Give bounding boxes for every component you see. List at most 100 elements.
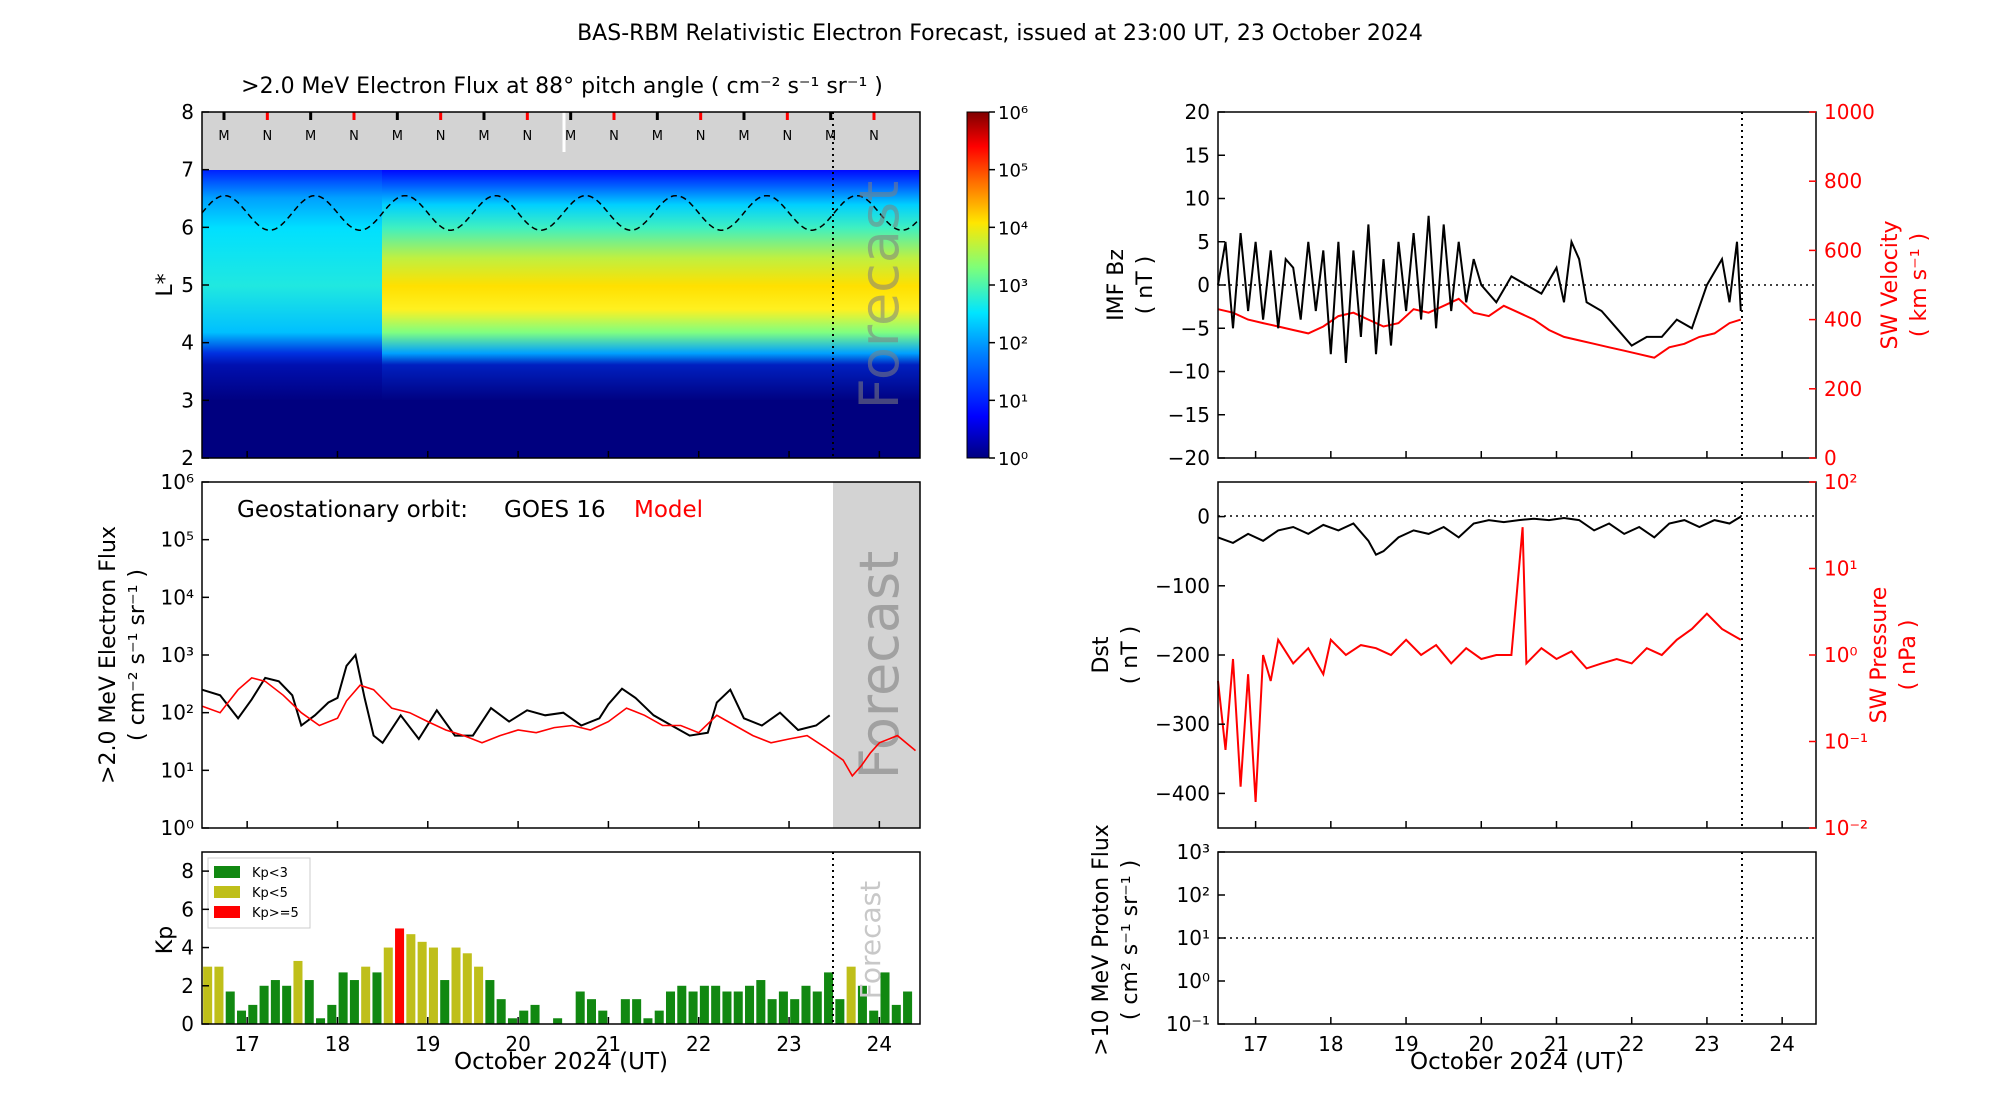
kp-bar — [293, 960, 303, 1024]
imf-bz-series — [1217, 215, 1742, 363]
kp-bar — [801, 985, 811, 1024]
proton-y-ticks: 10⁻¹ 10⁰ 10¹ 10² 10³ — [1166, 840, 1225, 1036]
pressure-right-y-ticks: 10⁻² 10⁻¹ 10⁰ 10¹ 10² — [1809, 470, 1868, 840]
heatmap-ylabel: L* — [153, 273, 178, 296]
orbit-marker-label: N — [349, 129, 359, 144]
dst-ylabel-units: ( nT ) — [1118, 626, 1143, 685]
kp-bar — [643, 1018, 653, 1024]
imf-x-ticks — [1254, 451, 1783, 458]
imf-right-y-ticks: 0 200 400 600 800 1000 — [1809, 100, 1875, 470]
kp-bar — [349, 980, 359, 1024]
geo-flux-ylabel-units: ( cm⁻² s⁻¹ sr⁻¹ ) — [125, 569, 150, 741]
pressure-y-tick-label: 10⁰ — [1824, 643, 1857, 667]
imf-y-tick-label: 15 — [1185, 143, 1210, 167]
dst-left-y-ticks: −400 −300 −200 −100 0 — [1155, 505, 1225, 805]
geo-flux-y-ticks: 10⁰ 10¹ 10² 10³ 10⁴ 10⁵ 10⁶ — [161, 470, 209, 840]
kp-bar — [812, 991, 822, 1024]
kp-forecast-label: Forecast — [854, 881, 887, 1000]
kp-bar — [891, 1004, 901, 1024]
heatmap-title: >2.0 MeV Electron Flux at 88° pitch angl… — [241, 74, 883, 99]
proton-ylabel-units: ( cm² s⁻¹ sr⁻¹ ) — [1118, 860, 1143, 1020]
kp-x-tick-label: 17 — [234, 1032, 259, 1056]
kp-bar — [598, 1010, 608, 1024]
sw-velocity-y-tick-label: 0 — [1824, 446, 1837, 470]
kp-x-tick-label: 19 — [415, 1032, 440, 1056]
kp-bar — [236, 1010, 247, 1024]
model-series — [201, 677, 917, 778]
dst-y-tick-label: −300 — [1155, 712, 1210, 736]
kp-bar — [316, 1018, 326, 1024]
heatmap-main-fill — [382, 170, 920, 402]
heatmap-y-ticks: 2 3 4 5 6 7 8 — [181, 100, 209, 470]
kp-bar — [451, 947, 461, 1024]
orbit-marker-label: M — [652, 129, 663, 144]
sw-velocity-y-tick-label: 600 — [1824, 238, 1862, 262]
kp-bar — [361, 966, 371, 1024]
heatmap-y-tick-label: 7 — [181, 158, 194, 182]
dst-y-tick-label: −200 — [1155, 643, 1210, 667]
colorbar-tick-label: 10² — [998, 334, 1028, 355]
kp-x-tick-label: 24 — [867, 1032, 892, 1056]
heatmap-y-tick-label: 4 — [181, 331, 194, 355]
kp-legend-swatch-high — [214, 906, 240, 918]
heatmap-early-fill — [202, 170, 382, 402]
kp-bar — [880, 972, 890, 1024]
proton-y-tick-label: 10⁰ — [1177, 969, 1210, 993]
proton-x-tick-label: 22 — [1619, 1032, 1644, 1056]
kp-y-tick-label: 4 — [181, 936, 194, 960]
orbit-marker-label: M — [565, 129, 576, 144]
kp-bar — [338, 972, 348, 1024]
kp-bar — [824, 972, 834, 1024]
proton-x-tick-label: 23 — [1694, 1032, 1719, 1056]
kp-ylabel: Kp — [153, 926, 178, 954]
right-x-axis-label: October 2024 (UT) — [1410, 1049, 1624, 1075]
kp-bar — [553, 1018, 563, 1024]
kp-y-tick-label: 0 — [181, 1012, 194, 1036]
kp-bar — [778, 991, 788, 1024]
dst-x-ticks — [1254, 821, 1783, 828]
colorbar-tick-label: 10⁰ — [998, 449, 1028, 470]
kp-legend-swatch-low — [214, 866, 240, 878]
geo-flux-panel: Forecast Geostationary orbit: GOES 16 Mo… — [96, 470, 921, 840]
proton-y-tick-label: 10⁻¹ — [1166, 1012, 1210, 1036]
kp-legend: Kp<3 Kp<5 Kp>=5 — [207, 857, 311, 929]
sw-pressure-ylabel-units: ( nPa ) — [1896, 620, 1921, 691]
geo-flux-y-tick-label: 10⁴ — [161, 585, 194, 609]
kp-bar — [654, 1010, 664, 1024]
colorbar-tick-label: 10⁶ — [998, 103, 1028, 124]
imf-y-tick-label: 0 — [1197, 273, 1210, 297]
geo-legend-model: Model — [634, 497, 703, 523]
sw-velocity-ylabel: SW Velocity — [1878, 220, 1903, 349]
orbit-marker-label: N — [696, 129, 706, 144]
proton-x-tick-label: 21 — [1544, 1032, 1569, 1056]
kp-x-tick-label: 18 — [325, 1032, 350, 1056]
pressure-y-tick-label: 10¹ — [1824, 557, 1857, 581]
kp-y-tick-label: 8 — [181, 859, 194, 883]
proton-x-tick-label: 24 — [1769, 1032, 1794, 1056]
dst-y-tick-label: 0 — [1197, 505, 1210, 529]
orbit-marker-label: N — [522, 129, 532, 144]
dst-y-tick-label: −100 — [1155, 574, 1210, 598]
pressure-y-tick-label: 10⁻² — [1824, 816, 1868, 840]
kp-bar — [756, 980, 766, 1024]
geo-flux-y-tick-label: 10⁶ — [161, 470, 194, 494]
kp-y-ticks: 0 2 4 6 8 — [181, 859, 209, 1036]
proton-ylabel: >10 MeV Proton Flux — [1089, 824, 1114, 1056]
kp-bar — [699, 985, 709, 1024]
proton-x-tick-label: 17 — [1243, 1032, 1268, 1056]
geo-flux-y-tick-label: 10⁰ — [161, 816, 194, 840]
geo-flux-ylabel: >2.0 MeV Electron Flux — [96, 526, 121, 784]
kp-x-tick-label: 21 — [596, 1032, 621, 1056]
orbit-marker-label: M — [478, 129, 489, 144]
kp-bar — [474, 966, 484, 1024]
imf-y-tick-label: 5 — [1197, 230, 1210, 254]
kp-bar — [428, 947, 438, 1024]
kp-bar — [869, 1010, 879, 1024]
kp-bar — [677, 985, 687, 1024]
orbit-marker-label: N — [869, 129, 879, 144]
proton-y-tick-label: 10³ — [1177, 840, 1210, 864]
kp-bar — [857, 985, 867, 1024]
